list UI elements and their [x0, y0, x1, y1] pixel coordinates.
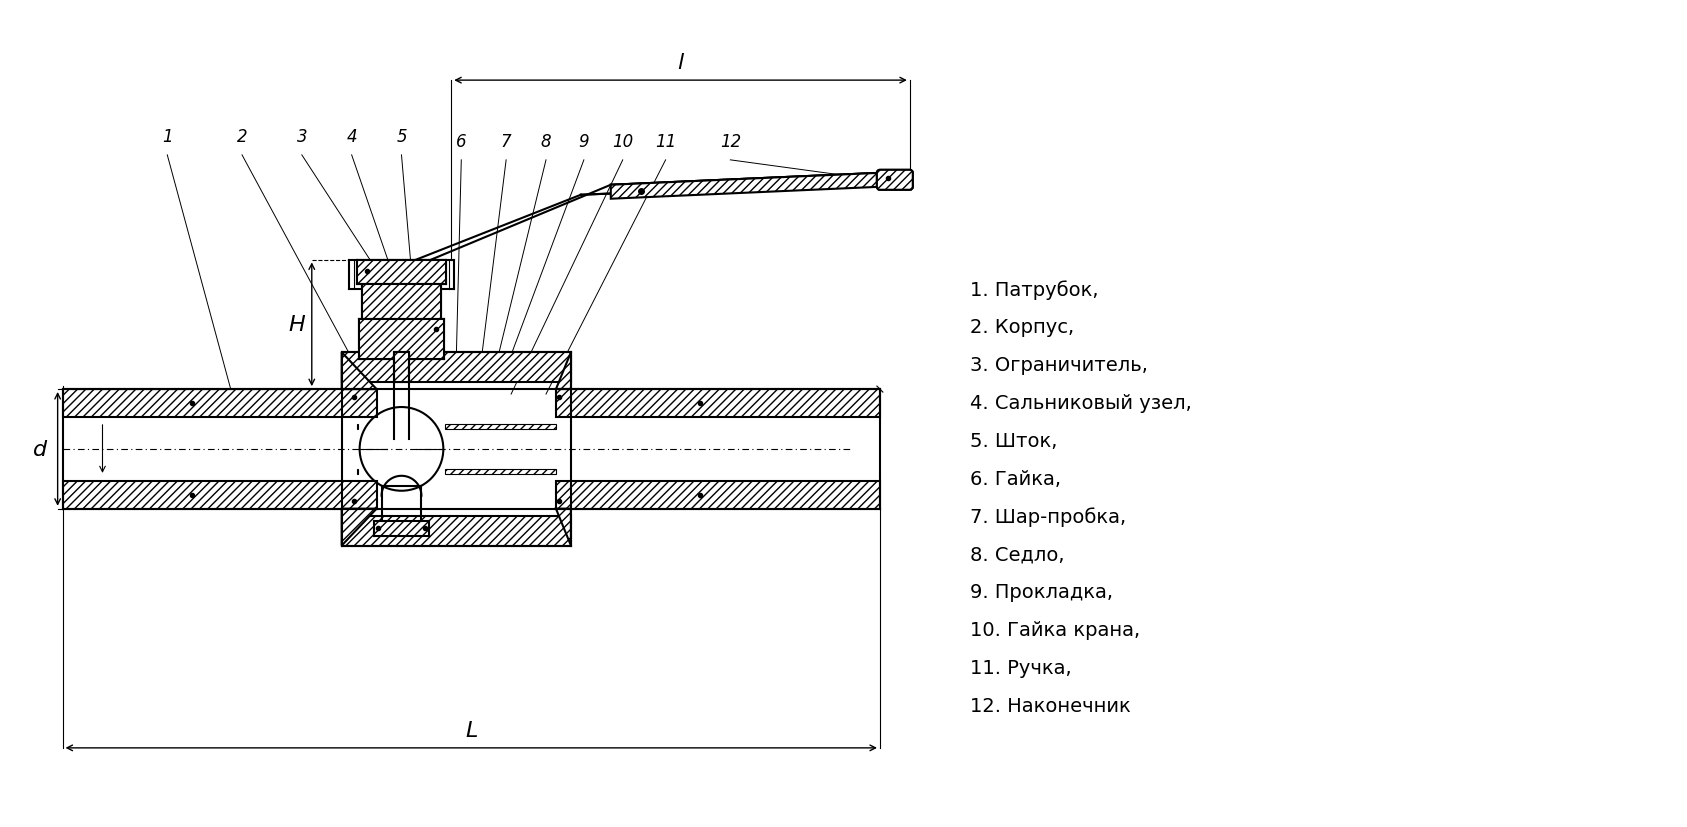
Polygon shape: [342, 516, 570, 546]
Text: 4. Сальниковый узел,: 4. Сальниковый узел,: [970, 394, 1191, 413]
Text: l: l: [678, 53, 683, 73]
Polygon shape: [557, 509, 570, 546]
Text: 3: 3: [297, 127, 307, 146]
Text: 1: 1: [162, 127, 172, 146]
Text: 11: 11: [655, 132, 676, 151]
Text: 6. Гайка,: 6. Гайка,: [970, 469, 1061, 488]
Text: 3. Ограничитель,: 3. Ограничитель,: [970, 356, 1147, 375]
Text: 10: 10: [612, 132, 633, 151]
Text: 6: 6: [455, 132, 467, 151]
Polygon shape: [342, 353, 376, 390]
Polygon shape: [62, 390, 376, 418]
Text: 11. Ручка,: 11. Ручка,: [970, 658, 1071, 677]
Text: 9. Прокладка,: 9. Прокладка,: [970, 583, 1112, 602]
Text: 12. Наконечник: 12. Наконечник: [970, 696, 1130, 715]
Text: 7. Шар-пробка,: 7. Шар-пробка,: [970, 507, 1125, 527]
Text: 2: 2: [236, 127, 248, 146]
Polygon shape: [356, 261, 447, 285]
Polygon shape: [445, 469, 557, 474]
Text: 1. Патрубок,: 1. Патрубок,: [970, 280, 1098, 299]
Polygon shape: [557, 481, 881, 509]
Text: 10. Гайка крана,: 10. Гайка крана,: [970, 620, 1140, 639]
Text: 12: 12: [720, 132, 741, 151]
Polygon shape: [557, 353, 570, 390]
Polygon shape: [393, 353, 410, 383]
Text: 5. Шток,: 5. Шток,: [970, 432, 1058, 451]
Polygon shape: [393, 353, 410, 360]
Text: 4: 4: [346, 127, 358, 146]
Polygon shape: [342, 353, 570, 383]
Polygon shape: [359, 320, 444, 360]
FancyBboxPatch shape: [877, 170, 913, 190]
Polygon shape: [445, 424, 557, 429]
Text: H: H: [288, 315, 305, 335]
Polygon shape: [361, 285, 442, 320]
Text: 2. Корпус,: 2. Корпус,: [970, 318, 1073, 337]
Text: L: L: [466, 720, 477, 740]
Polygon shape: [557, 390, 881, 418]
Text: 8. Седло,: 8. Седло,: [970, 545, 1064, 564]
Text: 8: 8: [542, 132, 552, 151]
Text: 7: 7: [501, 132, 511, 151]
Polygon shape: [342, 509, 376, 546]
Text: 9: 9: [579, 132, 589, 151]
Polygon shape: [611, 174, 881, 199]
FancyBboxPatch shape: [877, 170, 913, 190]
Polygon shape: [62, 481, 376, 509]
Text: 5: 5: [396, 127, 407, 146]
Text: d: d: [32, 439, 47, 459]
